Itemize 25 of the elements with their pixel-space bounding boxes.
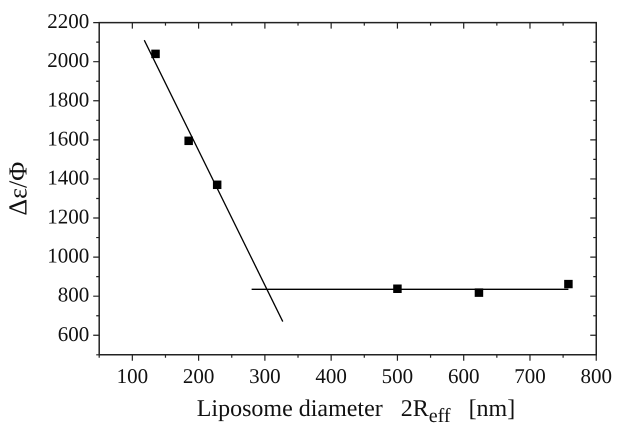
- point: [393, 284, 402, 293]
- y-tick-label: 1600: [47, 126, 90, 150]
- x-tick-label: 300: [249, 364, 281, 388]
- y-tick-label: 2200: [47, 9, 90, 34]
- point: [151, 50, 160, 58]
- point: [184, 136, 193, 146]
- x-tick-label: 500: [382, 364, 414, 388]
- x-tick-label: 700: [514, 364, 546, 388]
- x-tick-label: 800: [580, 364, 612, 388]
- point: [564, 280, 573, 288]
- y-tick-label: 2000: [47, 48, 90, 72]
- y-tick-label: 800: [58, 282, 90, 307]
- y-axis-title: Δε/Φ: [3, 162, 32, 216]
- x-tick-label: 100: [116, 364, 148, 388]
- y-tick-label: 600: [58, 322, 90, 346]
- y-tick-label: 1400: [47, 165, 90, 190]
- point: [474, 288, 484, 297]
- y-tick-label: 1800: [47, 87, 90, 112]
- x-tick-label: 400: [315, 364, 347, 388]
- x-tick-label: 600: [448, 364, 480, 388]
- x-axis-title: Liposome diameter 2R$_{eff}$ [nm]: [196, 396, 516, 428]
- point: [212, 180, 222, 190]
- y-tick-label: 1200: [47, 204, 90, 229]
- y-tick-label: 1000: [47, 244, 90, 268]
- x-tick-label: 200: [182, 364, 214, 388]
